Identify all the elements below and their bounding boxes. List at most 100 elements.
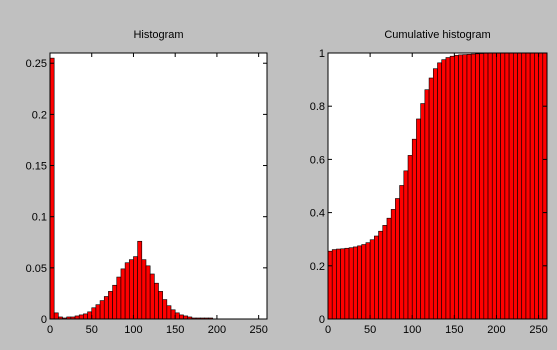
histogram-bar <box>141 259 147 320</box>
cumulative-bar <box>407 155 413 320</box>
cumulative-axes-frame <box>327 52 548 320</box>
histogram-bar <box>162 299 168 320</box>
cumulative-bar <box>420 103 426 320</box>
cumulative-bar <box>470 53 476 320</box>
cumulative-bar <box>513 52 518 320</box>
cumulative-tick-labels: 0 50 100 150 200 250 0 0.2 0.4 0.6 0.8 1 <box>310 48 548 336</box>
histogram-tick-labels: 0 50 100 150 200 250 0 0.05 0.1 0.15 0.2 0.25 <box>26 58 268 336</box>
histogram-plot-area <box>50 53 267 319</box>
cumulative-xtick-label: 50 <box>364 324 376 336</box>
histogram-bar <box>83 313 88 320</box>
histogram-bar <box>154 282 159 320</box>
histogram-bar <box>174 312 180 320</box>
cumulative-bar <box>449 55 455 320</box>
cumulative-bar <box>331 249 337 320</box>
histogram-bar <box>116 276 122 320</box>
cumulative-ytick-label: 0 <box>319 314 325 326</box>
cumulative-bar <box>395 198 400 320</box>
histogram-bar <box>170 309 176 320</box>
cumulative-histogram-title: Cumulative histogram <box>384 29 490 41</box>
cumulative-bar <box>369 239 375 320</box>
histogram-ytick-label: 0.15 <box>26 161 47 173</box>
histogram-ytick-label: 0.05 <box>26 263 47 275</box>
histogram-bar <box>149 273 155 320</box>
cumulative-bar <box>344 247 350 320</box>
cumulative-bar <box>352 246 358 320</box>
cumulative-bar <box>454 55 459 320</box>
cumulative-bar <box>437 62 443 320</box>
histogram-ytick-label: 0.25 <box>26 58 47 70</box>
histogram-bar <box>137 240 143 320</box>
cumulative-xtick-label: 200 <box>487 324 505 336</box>
cumulative-bar <box>508 52 514 320</box>
cumulative-bar <box>374 235 379 320</box>
cumulative-bar <box>496 52 501 320</box>
cumulative-bar <box>390 209 396 320</box>
histogram-bar <box>53 312 59 320</box>
cumulative-ytick-label: 0.4 <box>310 208 325 220</box>
histogram-xtick-label: 0 <box>47 324 53 336</box>
histogram-ytick-label: 0.1 <box>32 212 47 224</box>
histogram-bar <box>78 314 84 320</box>
cumulative-xtick-label: 0 <box>325 324 331 336</box>
histogram-axes-frame <box>49 52 268 320</box>
cumulative-ytick-label: 0.2 <box>310 261 325 273</box>
cumulative-bar <box>534 52 539 320</box>
cumulative-bar <box>441 59 447 320</box>
cumulative-bar <box>483 52 489 320</box>
cumulative-bar <box>428 77 434 320</box>
cumulative-ytick-label: 0.8 <box>310 101 325 113</box>
cumulative-bar <box>542 52 548 320</box>
cumulative-xtick-label: 100 <box>403 324 421 336</box>
cumulative-xtick-label: 150 <box>445 324 463 336</box>
histogram-bar <box>128 259 134 320</box>
cumulative-bar <box>491 52 497 320</box>
cumulative-bar <box>432 68 438 320</box>
histogram-bar <box>103 296 109 320</box>
cumulative-bar <box>445 57 451 320</box>
histogram-bar <box>124 262 130 320</box>
histogram-bar <box>87 311 93 320</box>
histogram-ytick-label: 0 <box>41 314 47 326</box>
cumulative-xtick-label: 250 <box>529 324 547 336</box>
cumulative-bar <box>424 89 430 320</box>
histogram-bar <box>49 57 55 320</box>
cumulative-bar <box>487 52 493 320</box>
histogram-bar <box>145 265 151 320</box>
histogram-xtick-label: 200 <box>208 324 226 336</box>
cumulative-bar <box>386 217 392 320</box>
histogram-bar <box>95 304 101 320</box>
cumulative-histogram-chart: 0 50 100 150 200 250 0 0.2 0.4 0.6 0.8 1 Cumulative… <box>310 29 548 336</box>
cumulative-bar <box>525 52 531 320</box>
histogram-xtick-label: 50 <box>86 324 98 336</box>
cumulative-bar <box>357 245 362 320</box>
cumulative-bar <box>521 52 527 320</box>
cumulative-ytick-label: 1 <box>319 48 325 60</box>
cumulative-bar <box>538 52 544 320</box>
cumulative-bar <box>378 230 384 320</box>
cumulative-bar <box>365 242 371 320</box>
cumulative-bar <box>462 54 468 320</box>
histogram-title: Histogram <box>133 29 183 41</box>
cumulative-ytick-label: 0.6 <box>310 154 325 166</box>
histogram-bar <box>166 305 172 320</box>
histogram-xtick-label: 250 <box>249 324 267 336</box>
histogram-xtick-label: 150 <box>166 324 184 336</box>
histogram-chart: 0 50 100 150 200 250 0 0.05 0.1 0.15 0.2 0.25 Histo… <box>26 29 268 336</box>
histogram-bar <box>158 291 163 320</box>
cumulative-bar <box>416 118 421 320</box>
cumulative-bar <box>500 52 506 320</box>
cumulative-bar <box>466 54 472 320</box>
cumulative-bar <box>361 244 367 320</box>
cumulative-bar <box>399 185 405 320</box>
histogram-bar <box>179 314 184 320</box>
cumulative-bar <box>475 53 480 320</box>
cumulative-bar <box>458 54 464 320</box>
cumulative-bar <box>479 53 485 320</box>
histogram-bar <box>91 307 97 320</box>
cumulative-bar <box>504 52 510 320</box>
cumulative-bar <box>529 52 535 320</box>
cumulative-bar <box>336 248 341 320</box>
histogram-bar <box>133 256 138 320</box>
